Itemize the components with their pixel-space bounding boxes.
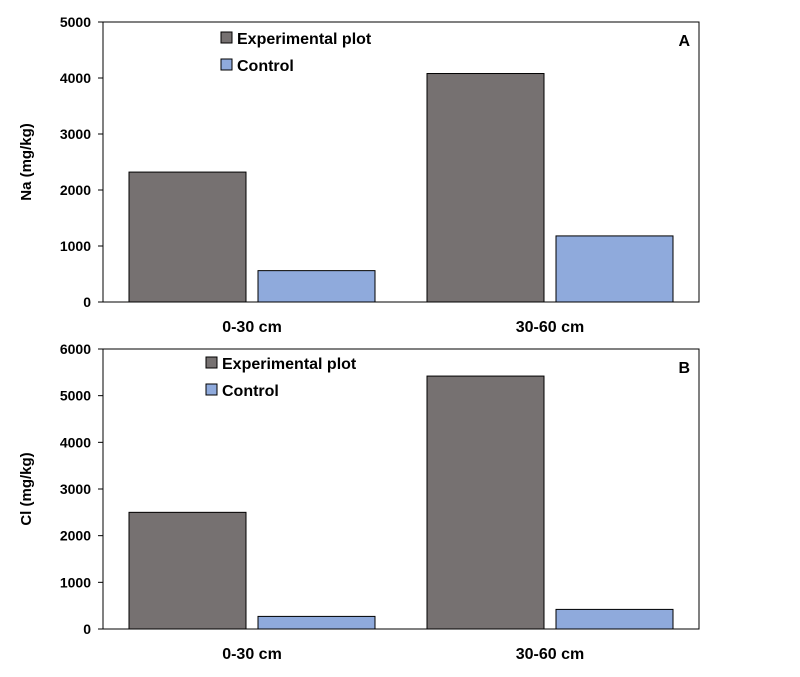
bar-experimental-0-30cm [128, 511, 247, 630]
x-category-label: 30-60 cm [516, 319, 585, 336]
y-tick-label: 3000 [60, 126, 91, 142]
y-tick-label: 4000 [60, 70, 91, 86]
y-tick-label: 5000 [60, 14, 91, 30]
y-axis-label: Cl (mg/kg) [18, 452, 35, 525]
legend: Experimental plot Control [220, 31, 372, 75]
y-tick-label: 4000 [60, 434, 91, 450]
x-category-label: 0-30 cm [222, 646, 282, 663]
legend-swatch-experimental [205, 356, 218, 369]
chart-panel-a: 0 1000 2000 3000 4000 5000 0-30 cm 30-60 cm Na… [18, 14, 700, 336]
bar-experimental-30-60cm [426, 73, 545, 303]
legend-label-control: Control [237, 58, 294, 75]
bar-experimental-0-30cm [128, 171, 247, 303]
y-tick-label: 2000 [60, 182, 91, 198]
x-category-label: 30-60 cm [516, 646, 585, 663]
y-tick-label: 1000 [60, 238, 91, 254]
legend-swatch-control [205, 383, 218, 396]
x-axis-categories: 0-30 cm 30-60 cm [222, 646, 584, 663]
y-axis-ticks: 0 1000 2000 3000 4000 5000 6000 [60, 341, 103, 637]
bar-control-0-30cm [257, 615, 376, 630]
legend-swatch-experimental [220, 31, 233, 44]
y-tick-label: 5000 [60, 388, 91, 404]
panel-label: B [678, 360, 690, 377]
legend-label-control: Control [222, 383, 279, 400]
bar-control-30-60cm [555, 608, 674, 630]
bars-group [128, 73, 674, 303]
legend: Experimental plot Control [205, 356, 357, 400]
panel-label: A [678, 33, 690, 50]
x-axis-categories: 0-30 cm 30-60 cm [222, 319, 584, 336]
plot-frame [102, 21, 700, 303]
chart-panel-b: 0 1000 2000 3000 4000 5000 6000 0-30 cm 30-60 c… [18, 341, 700, 663]
y-tick-label: 1000 [60, 574, 91, 590]
y-tick-label: 2000 [60, 528, 91, 544]
legend-label-experimental: Experimental plot [222, 356, 357, 373]
bar-control-0-30cm [257, 270, 376, 303]
y-tick-label: 0 [83, 621, 91, 637]
y-tick-label: 3000 [60, 481, 91, 497]
x-category-label: 0-30 cm [222, 319, 282, 336]
y-axis-ticks: 0 1000 2000 3000 4000 5000 [60, 14, 103, 310]
legend-swatch-control [220, 58, 233, 71]
y-axis-label: Na (mg/kg) [18, 123, 35, 201]
y-tick-label: 6000 [60, 341, 91, 357]
bar-control-30-60cm [555, 235, 674, 303]
bar-experimental-30-60cm [426, 375, 545, 630]
y-tick-label: 0 [83, 294, 91, 310]
legend-label-experimental: Experimental plot [237, 31, 372, 48]
bars-group [128, 375, 674, 630]
